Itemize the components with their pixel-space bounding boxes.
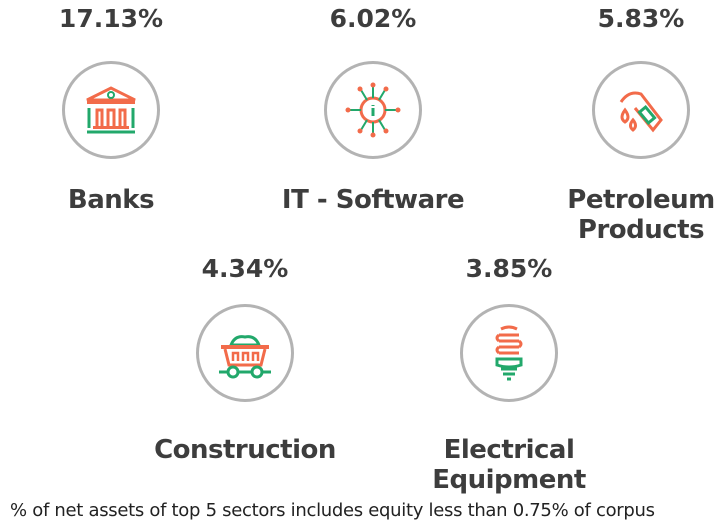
sector-percent: 17.13% <box>58 4 164 33</box>
mine-cart-icon <box>196 304 294 402</box>
sector-percent: 5.83% <box>597 4 685 33</box>
sector-name: IT - Software <box>281 185 465 215</box>
sector-percent: 3.85% <box>465 254 553 283</box>
sector-name: Banks <box>67 185 155 215</box>
sector-name: Petroleum Products <box>567 185 715 245</box>
fuel-nozzle-icon <box>592 61 690 159</box>
cfl-bulb-icon <box>460 304 558 402</box>
sector-name: Electrical Equipment <box>432 435 586 495</box>
sector-percent: 4.34% <box>201 254 289 283</box>
footnote: % of net assets of top 5 sectors include… <box>10 500 655 521</box>
circuit-chip-icon <box>324 61 422 159</box>
sector-name: Construction <box>154 435 336 465</box>
sector-percent: 6.02% <box>329 4 417 33</box>
bank-icon <box>62 61 160 159</box>
